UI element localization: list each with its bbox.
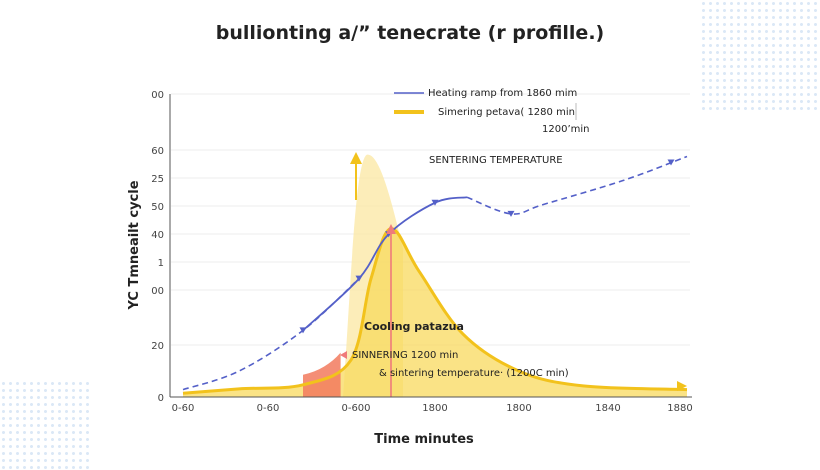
overshoot-arrow-head (350, 152, 362, 164)
legend-heating-label: Heating ramp from 1860 mim (428, 88, 577, 99)
y-tick-label: 25 (151, 174, 164, 185)
x-tick-label: 1800 (506, 403, 531, 414)
arrows (340, 152, 687, 397)
heating-curve-dashed-end (466, 155, 688, 215)
grid (171, 93, 690, 346)
heating-curve-dashed (182, 278, 360, 391)
cooling-label: Cooling patazua (364, 320, 464, 333)
x-tick-label: 1840 (595, 403, 620, 414)
sintering-area (183, 228, 687, 397)
x-tick-label: 0-60 (257, 403, 280, 414)
area-end-arrow (677, 381, 687, 391)
y-tick-label: 00 (151, 90, 164, 101)
legend-extra-label: 1200’min (542, 124, 590, 135)
x-axis-label: Time minutes (374, 432, 474, 447)
heating-marker (431, 199, 439, 206)
heating-marker (507, 210, 515, 217)
y-tick-label: 1 (158, 258, 164, 269)
sintering-temperature-label: SENTERING TEMPERATURE (429, 155, 563, 166)
y-tick-label: 50 (151, 202, 164, 213)
y-tick-label: 00 (151, 286, 164, 297)
y-tick-label: 60 (151, 146, 164, 157)
y-tick-labels: 0 20 00 1 40 50 25 60 00 (151, 90, 164, 404)
y-axis-label: YC Tmneailt cycle (127, 180, 142, 310)
sintering-hold-region (303, 352, 341, 397)
peak-arrow-head (386, 224, 396, 234)
sintering-hold-label: SINNERING 1200 min (352, 350, 458, 361)
heating-marker (355, 275, 363, 282)
x-tick-label: 0-600 (341, 403, 370, 414)
heating-marker (667, 159, 675, 166)
decorative-dot-pattern (700, 0, 820, 110)
sinter-label-arrow (340, 351, 347, 359)
x-tick-label: 0-60 (172, 403, 195, 414)
x-tick-label: 1800 (422, 403, 447, 414)
legend-sintering-label: Simering petava( 1280 min (438, 107, 575, 118)
decorative-dot-pattern (0, 380, 90, 470)
x-tick-labels: 0-60 0-60 0-600 1800 1800 1840 1880 (172, 403, 693, 414)
y-tick-label: 20 (151, 341, 164, 352)
heating-marker (299, 327, 307, 334)
x-tick-label: 1880 (667, 403, 692, 414)
sintering-temperature-note: & sintering temperature· (1200C min) (379, 368, 569, 379)
y-tick-label: 40 (151, 230, 164, 241)
y-tick-label: 0 (158, 393, 164, 404)
chart-title: bullionting a/” tenecrate (r profille.) (215, 22, 605, 44)
